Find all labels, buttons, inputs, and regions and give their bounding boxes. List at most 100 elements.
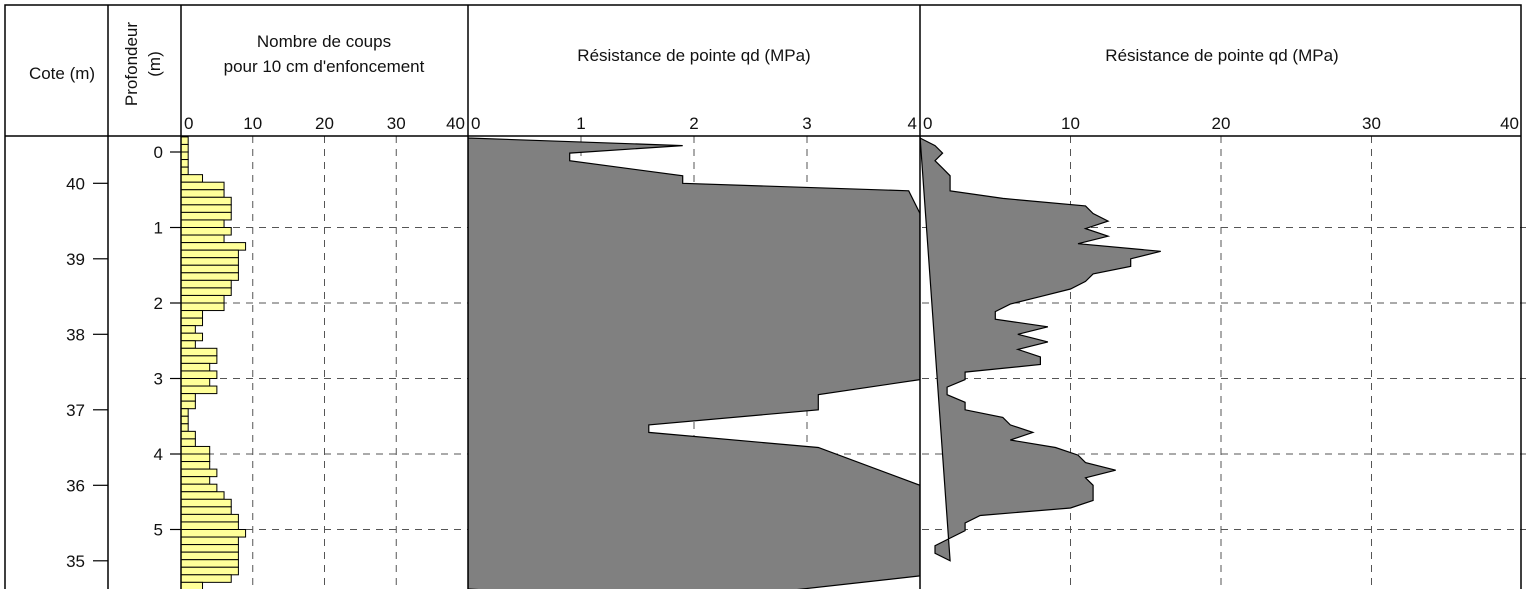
blow-count-bar	[180, 219, 225, 228]
labels-layer: 0 10 20 30 40 0 1 2 3 4 0 10 20 30 4001234540393837363…	[66, 114, 1519, 571]
header-profondeur-line2: (m)	[145, 51, 164, 76]
blow-count-bar	[180, 453, 211, 463]
blow-count-bar	[180, 310, 204, 319]
blow-count-bar	[180, 234, 225, 244]
blow-count-bar	[180, 506, 232, 515]
blow-count-bar	[180, 355, 218, 364]
blow-count-bars	[180, 136, 247, 589]
blow-count-bar	[180, 521, 239, 531]
blow-count-tick-label: 40	[446, 114, 465, 133]
blow-count-bar	[180, 491, 225, 500]
blow-count-bar	[180, 287, 232, 296]
header-qd-large: Résistance de pointe qd (MPa)	[1105, 46, 1338, 65]
blow-count-bar	[180, 430, 196, 440]
cote-tick-label: 40	[66, 174, 85, 193]
outer-frame	[4, 4, 1522, 589]
blow-count-bar	[180, 551, 239, 561]
blow-count-bar	[180, 574, 232, 583]
blow-count-tick-label: 30	[387, 114, 406, 133]
blow-count-bar	[180, 279, 232, 289]
blow-count-bar	[180, 151, 189, 161]
blow-count-bar	[180, 566, 239, 576]
cote-tick-label: 36	[66, 476, 85, 495]
header-qd-small: Résistance de pointe qd (MPa)	[577, 46, 810, 65]
qd-small-tick-label: 0	[471, 114, 480, 133]
blow-count-bar	[180, 362, 211, 372]
blow-count-tick-label: 10	[243, 114, 262, 133]
blow-count-bar	[180, 581, 204, 589]
qd-large-tick-label: 30	[1362, 114, 1381, 133]
blow-count-bar	[180, 461, 211, 470]
blow-count-bar	[180, 340, 196, 349]
blow-count-bar	[180, 294, 225, 304]
blow-count-bar	[180, 347, 218, 357]
blow-count-bar	[180, 559, 239, 568]
blow-count-bar	[180, 159, 189, 168]
header-profondeur-line1: Profondeur	[122, 22, 141, 106]
blow-count-bar	[180, 483, 218, 493]
depth-tick-label: 3	[154, 370, 163, 389]
blow-count-bar	[180, 408, 189, 417]
blow-count-bar	[180, 317, 204, 327]
blow-count-bar	[180, 189, 225, 198]
qd-small-area	[468, 136, 920, 589]
qd-small-tick-label: 2	[689, 114, 698, 133]
cote-tick-label: 35	[66, 552, 85, 571]
depth-tick-label: 5	[154, 521, 163, 540]
blow-count-bar	[180, 385, 218, 395]
qd-small-tick-label: 1	[576, 114, 585, 133]
blow-count-bar	[180, 242, 247, 251]
blow-count-bar	[180, 513, 239, 523]
blow-count-bar	[180, 136, 189, 145]
blow-count-bar	[180, 468, 218, 478]
blow-count-bar	[180, 544, 239, 553]
blow-count-bar	[180, 227, 232, 236]
qd-large-area	[920, 136, 1161, 562]
blow-count-bar	[180, 302, 225, 312]
blow-count-bar	[180, 272, 239, 281]
blow-count-tick-label: 0	[184, 114, 193, 133]
cote-tick-label: 37	[66, 401, 85, 420]
blow-count-bar	[180, 174, 204, 183]
blow-count-bar	[180, 332, 204, 342]
frame-layer	[4, 4, 1522, 589]
qd-small-profile	[468, 136, 920, 589]
header-coups-line2: pour 10 cm d'enfoncement	[224, 57, 425, 76]
blow-count-bar	[180, 166, 189, 176]
blow-count-bar	[180, 257, 239, 266]
depth-tick-label: 1	[154, 219, 163, 238]
blow-count-bar	[180, 370, 218, 380]
blow-count-tick-label: 20	[315, 114, 334, 133]
blow-count-bar	[180, 204, 232, 213]
header-cote: Cote (m)	[29, 64, 95, 83]
blow-count-bar	[180, 393, 196, 402]
blow-count-bar	[180, 476, 211, 485]
blow-count-bar	[180, 498, 232, 508]
depth-tick-label: 4	[154, 445, 163, 464]
blow-count-bar	[180, 536, 239, 546]
blow-count-bar	[180, 529, 247, 538]
blow-count-bar	[180, 445, 211, 455]
header-coups-line1: Nombre de coups	[257, 32, 391, 51]
qd-small-tick-label: 3	[802, 114, 811, 133]
blow-count-bar	[180, 211, 232, 221]
qd-large-tick-label: 40	[1500, 114, 1519, 133]
blow-count-bar	[180, 400, 196, 410]
blow-count-bar	[180, 264, 239, 274]
cote-tick-label: 39	[66, 250, 85, 269]
qd-large-tick-label: 20	[1212, 114, 1231, 133]
blow-count-bar	[180, 423, 189, 432]
qd-large-profile	[920, 136, 1161, 562]
cote-tick-label: 38	[66, 325, 85, 344]
blow-count-bar	[180, 415, 189, 425]
depth-tick-label: 0	[154, 143, 163, 162]
blow-count-bar	[180, 143, 189, 153]
qd-small-tick-label: 4	[908, 114, 917, 133]
blow-count-bar	[180, 196, 232, 206]
qd-large-tick-label: 0	[923, 114, 932, 133]
blow-count-bar	[180, 181, 225, 191]
blow-count-bar	[180, 249, 239, 259]
blow-count-bar	[180, 325, 196, 334]
depth-tick-label: 2	[154, 294, 163, 313]
